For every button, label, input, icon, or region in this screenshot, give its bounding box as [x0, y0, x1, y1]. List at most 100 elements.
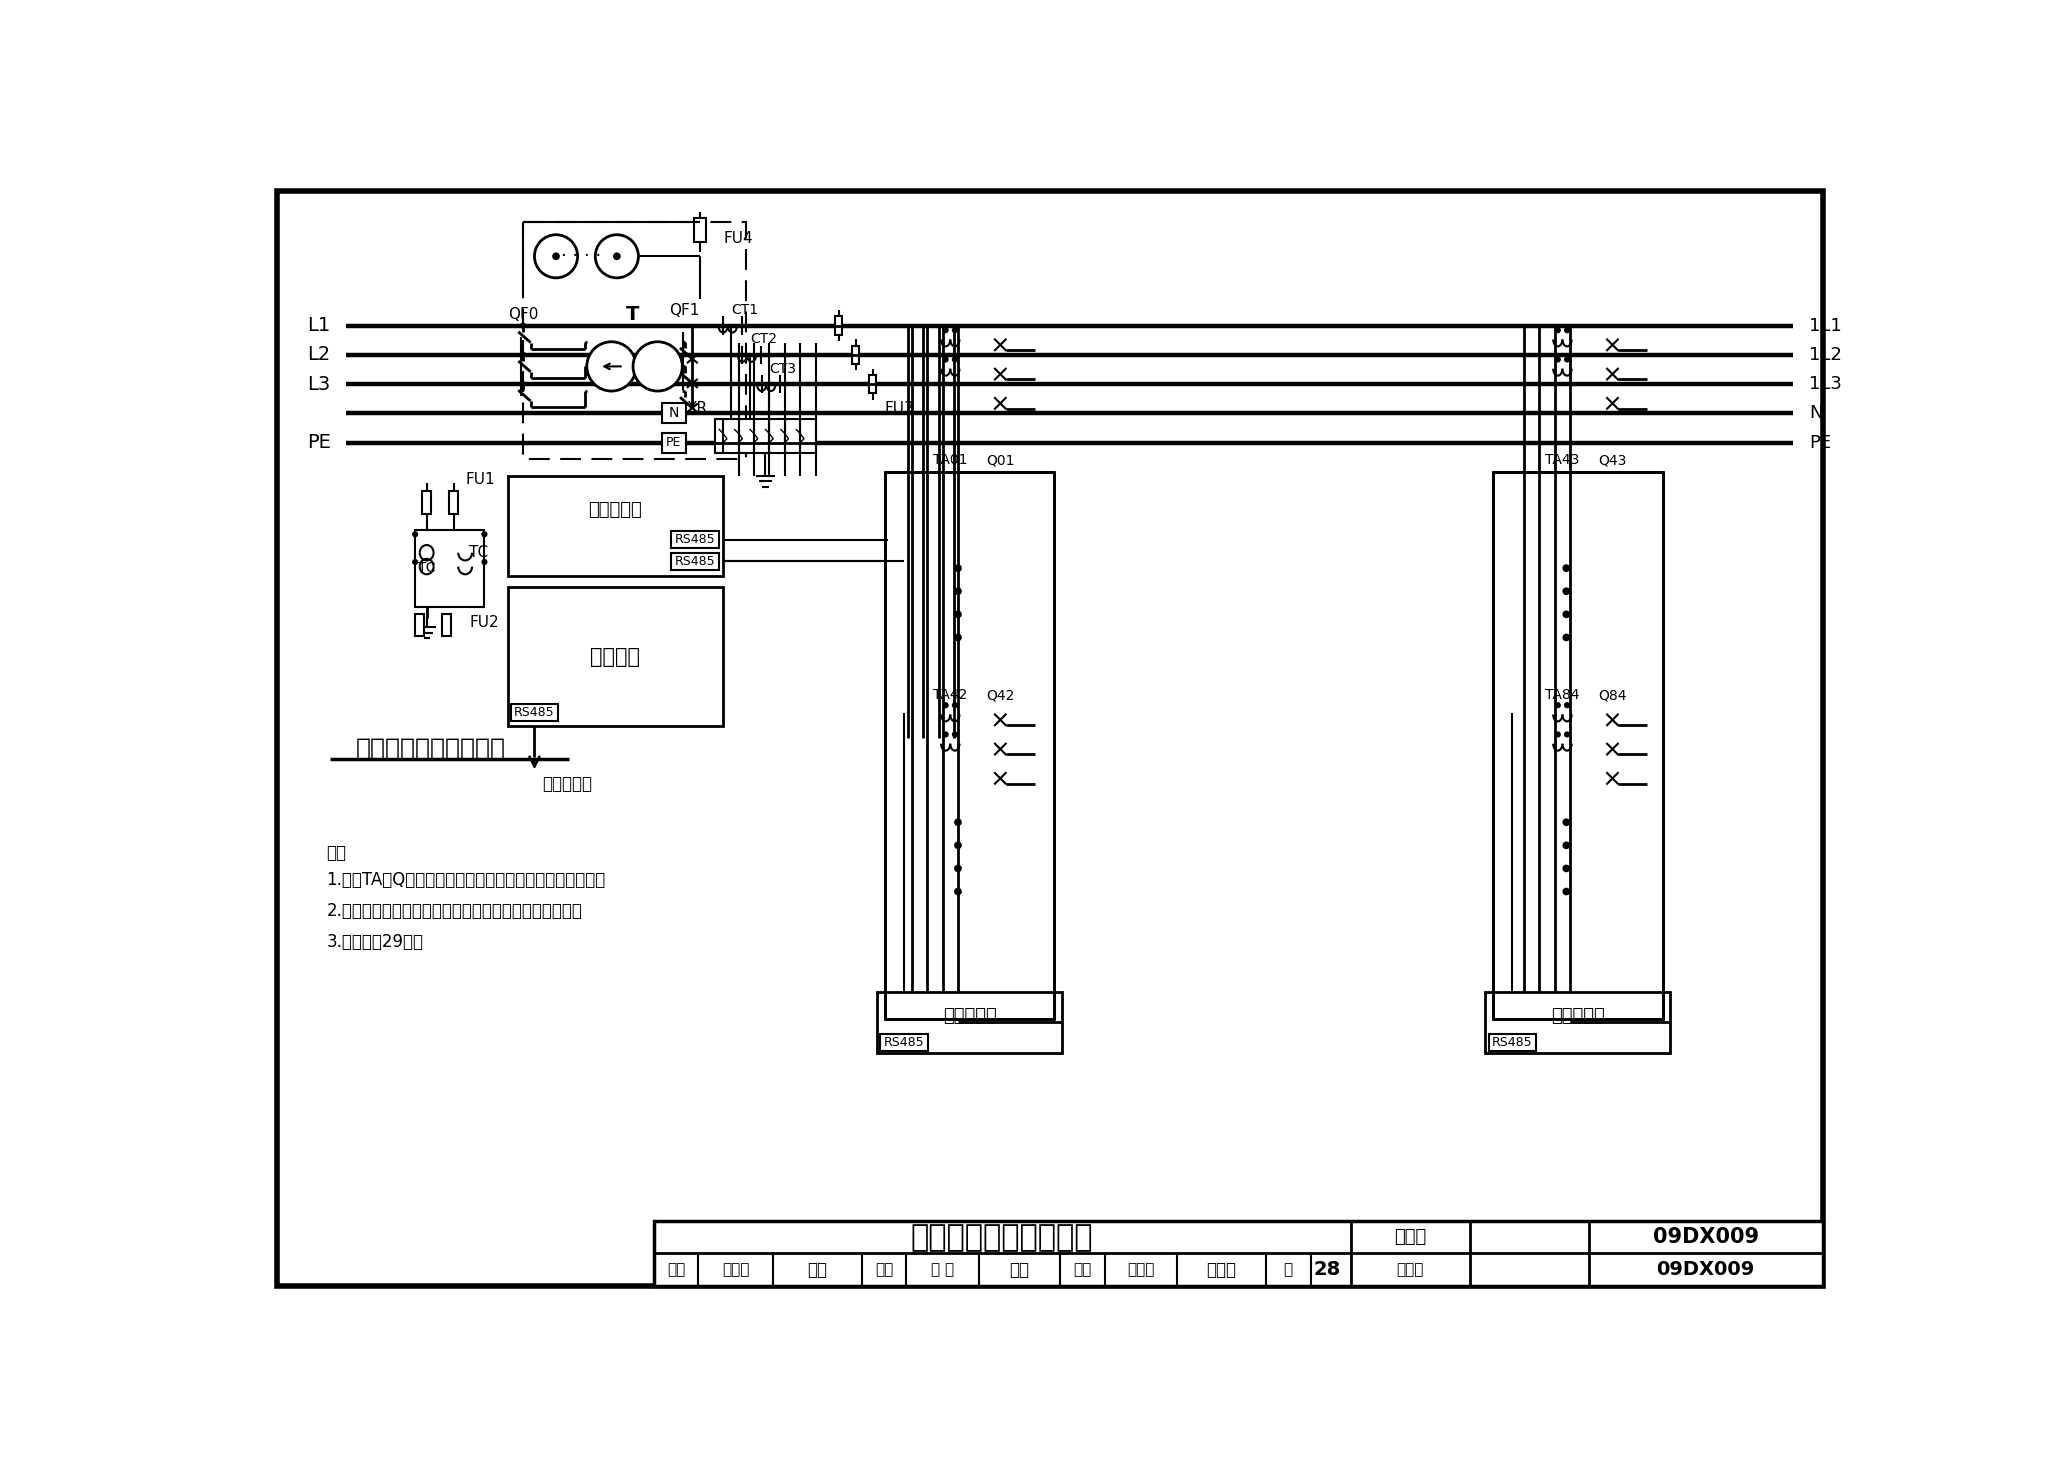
Text: 支路监控板: 支路监控板 — [1550, 1007, 1606, 1025]
Text: RS485: RS485 — [1493, 1037, 1532, 1048]
Text: Q01: Q01 — [985, 453, 1014, 468]
Bar — [662, 433, 686, 453]
Circle shape — [952, 702, 958, 708]
Bar — [852, 345, 860, 364]
Text: 钟景华: 钟景华 — [721, 1262, 750, 1278]
Text: Q42: Q42 — [987, 689, 1014, 702]
Circle shape — [1554, 327, 1561, 333]
Circle shape — [553, 253, 559, 260]
Text: 至监控网络: 至监控网络 — [543, 775, 592, 792]
Circle shape — [612, 253, 621, 260]
Circle shape — [952, 327, 958, 333]
Text: N: N — [1808, 405, 1823, 423]
Bar — [1489, 1034, 1536, 1051]
Circle shape — [520, 382, 526, 387]
Circle shape — [1563, 864, 1571, 873]
Circle shape — [954, 588, 963, 595]
Circle shape — [1563, 633, 1571, 642]
Bar — [877, 991, 1063, 1053]
Text: Q43: Q43 — [1597, 453, 1626, 468]
Text: 页: 页 — [1284, 1262, 1292, 1278]
Bar — [1493, 472, 1663, 1019]
Circle shape — [954, 842, 963, 849]
Circle shape — [954, 611, 963, 618]
Text: 3.材料表见29页。: 3.材料表见29页。 — [326, 933, 424, 950]
Text: 图集号: 图集号 — [1397, 1262, 1423, 1278]
Circle shape — [1565, 702, 1571, 708]
Text: 审核: 审核 — [668, 1262, 686, 1278]
Circle shape — [588, 342, 637, 390]
Bar — [836, 316, 842, 335]
Circle shape — [952, 731, 958, 737]
Text: 时祥: 时祥 — [807, 1260, 827, 1279]
Text: PE: PE — [307, 433, 332, 452]
Text: 校对: 校对 — [874, 1262, 893, 1278]
Bar — [442, 614, 451, 636]
Bar — [694, 218, 707, 243]
Text: 28: 28 — [1313, 1260, 1341, 1279]
Circle shape — [520, 352, 526, 358]
Text: FU2: FU2 — [469, 614, 498, 630]
Bar — [1485, 991, 1671, 1053]
Bar — [416, 614, 424, 636]
Text: 杜浩明: 杜浩明 — [1128, 1262, 1155, 1278]
Text: FU4: FU4 — [723, 231, 754, 246]
Bar — [416, 529, 485, 607]
Text: TA84: TA84 — [1544, 689, 1579, 702]
Text: FU3: FU3 — [885, 401, 915, 417]
Text: TC: TC — [469, 545, 487, 560]
Text: 支路监控板: 支路监控板 — [942, 1007, 997, 1025]
Circle shape — [412, 558, 418, 564]
Text: 1L3: 1L3 — [1808, 376, 1841, 393]
Circle shape — [481, 558, 487, 564]
Bar — [522, 222, 745, 459]
Text: TA01: TA01 — [934, 453, 967, 468]
Circle shape — [954, 564, 963, 572]
Circle shape — [520, 323, 526, 329]
Text: 人机界面: 人机界面 — [590, 646, 641, 667]
Circle shape — [1554, 357, 1561, 363]
Text: TA43: TA43 — [1546, 453, 1579, 468]
Text: 2.点划线框内的元器件为可选件。风扇由厂家配套共给。: 2.点划线框内的元器件为可选件。风扇由厂家配套共给。 — [326, 902, 582, 920]
Bar — [885, 472, 1055, 1019]
Circle shape — [954, 887, 963, 895]
Circle shape — [1563, 819, 1571, 826]
Text: RS485: RS485 — [674, 554, 715, 567]
Bar — [672, 531, 719, 548]
Bar — [672, 553, 719, 570]
Text: CT2: CT2 — [750, 332, 776, 346]
Circle shape — [1554, 702, 1561, 708]
Bar — [653, 1221, 1823, 1285]
Circle shape — [954, 633, 963, 642]
Text: RS485: RS485 — [514, 706, 555, 719]
Bar — [881, 1034, 928, 1051]
Bar — [662, 404, 686, 424]
Text: FU1: FU1 — [465, 472, 496, 487]
Text: 设计: 设计 — [1073, 1262, 1092, 1278]
Text: Q84: Q84 — [1597, 689, 1626, 702]
Text: 主路监控板: 主路监控板 — [588, 501, 643, 519]
Circle shape — [535, 235, 578, 278]
Circle shape — [1565, 327, 1571, 333]
Circle shape — [1563, 887, 1571, 895]
Circle shape — [942, 702, 948, 708]
Circle shape — [1565, 357, 1571, 363]
Circle shape — [412, 531, 418, 538]
Text: L2: L2 — [307, 345, 330, 364]
Text: 配电列头柜接线原理图: 配电列头柜接线原理图 — [356, 737, 506, 762]
Bar — [510, 705, 559, 721]
Text: QF0: QF0 — [508, 307, 539, 322]
Text: CT3: CT3 — [770, 361, 797, 376]
Text: TC: TC — [418, 561, 436, 575]
Circle shape — [481, 531, 487, 538]
Circle shape — [1565, 731, 1571, 737]
Circle shape — [954, 864, 963, 873]
Bar — [449, 491, 459, 515]
Circle shape — [942, 731, 948, 737]
Circle shape — [1563, 611, 1571, 618]
Text: RS485: RS485 — [674, 534, 715, 547]
Circle shape — [942, 357, 948, 363]
Text: 图集号: 图集号 — [1395, 1228, 1425, 1246]
Circle shape — [1554, 731, 1561, 737]
Circle shape — [954, 819, 963, 826]
